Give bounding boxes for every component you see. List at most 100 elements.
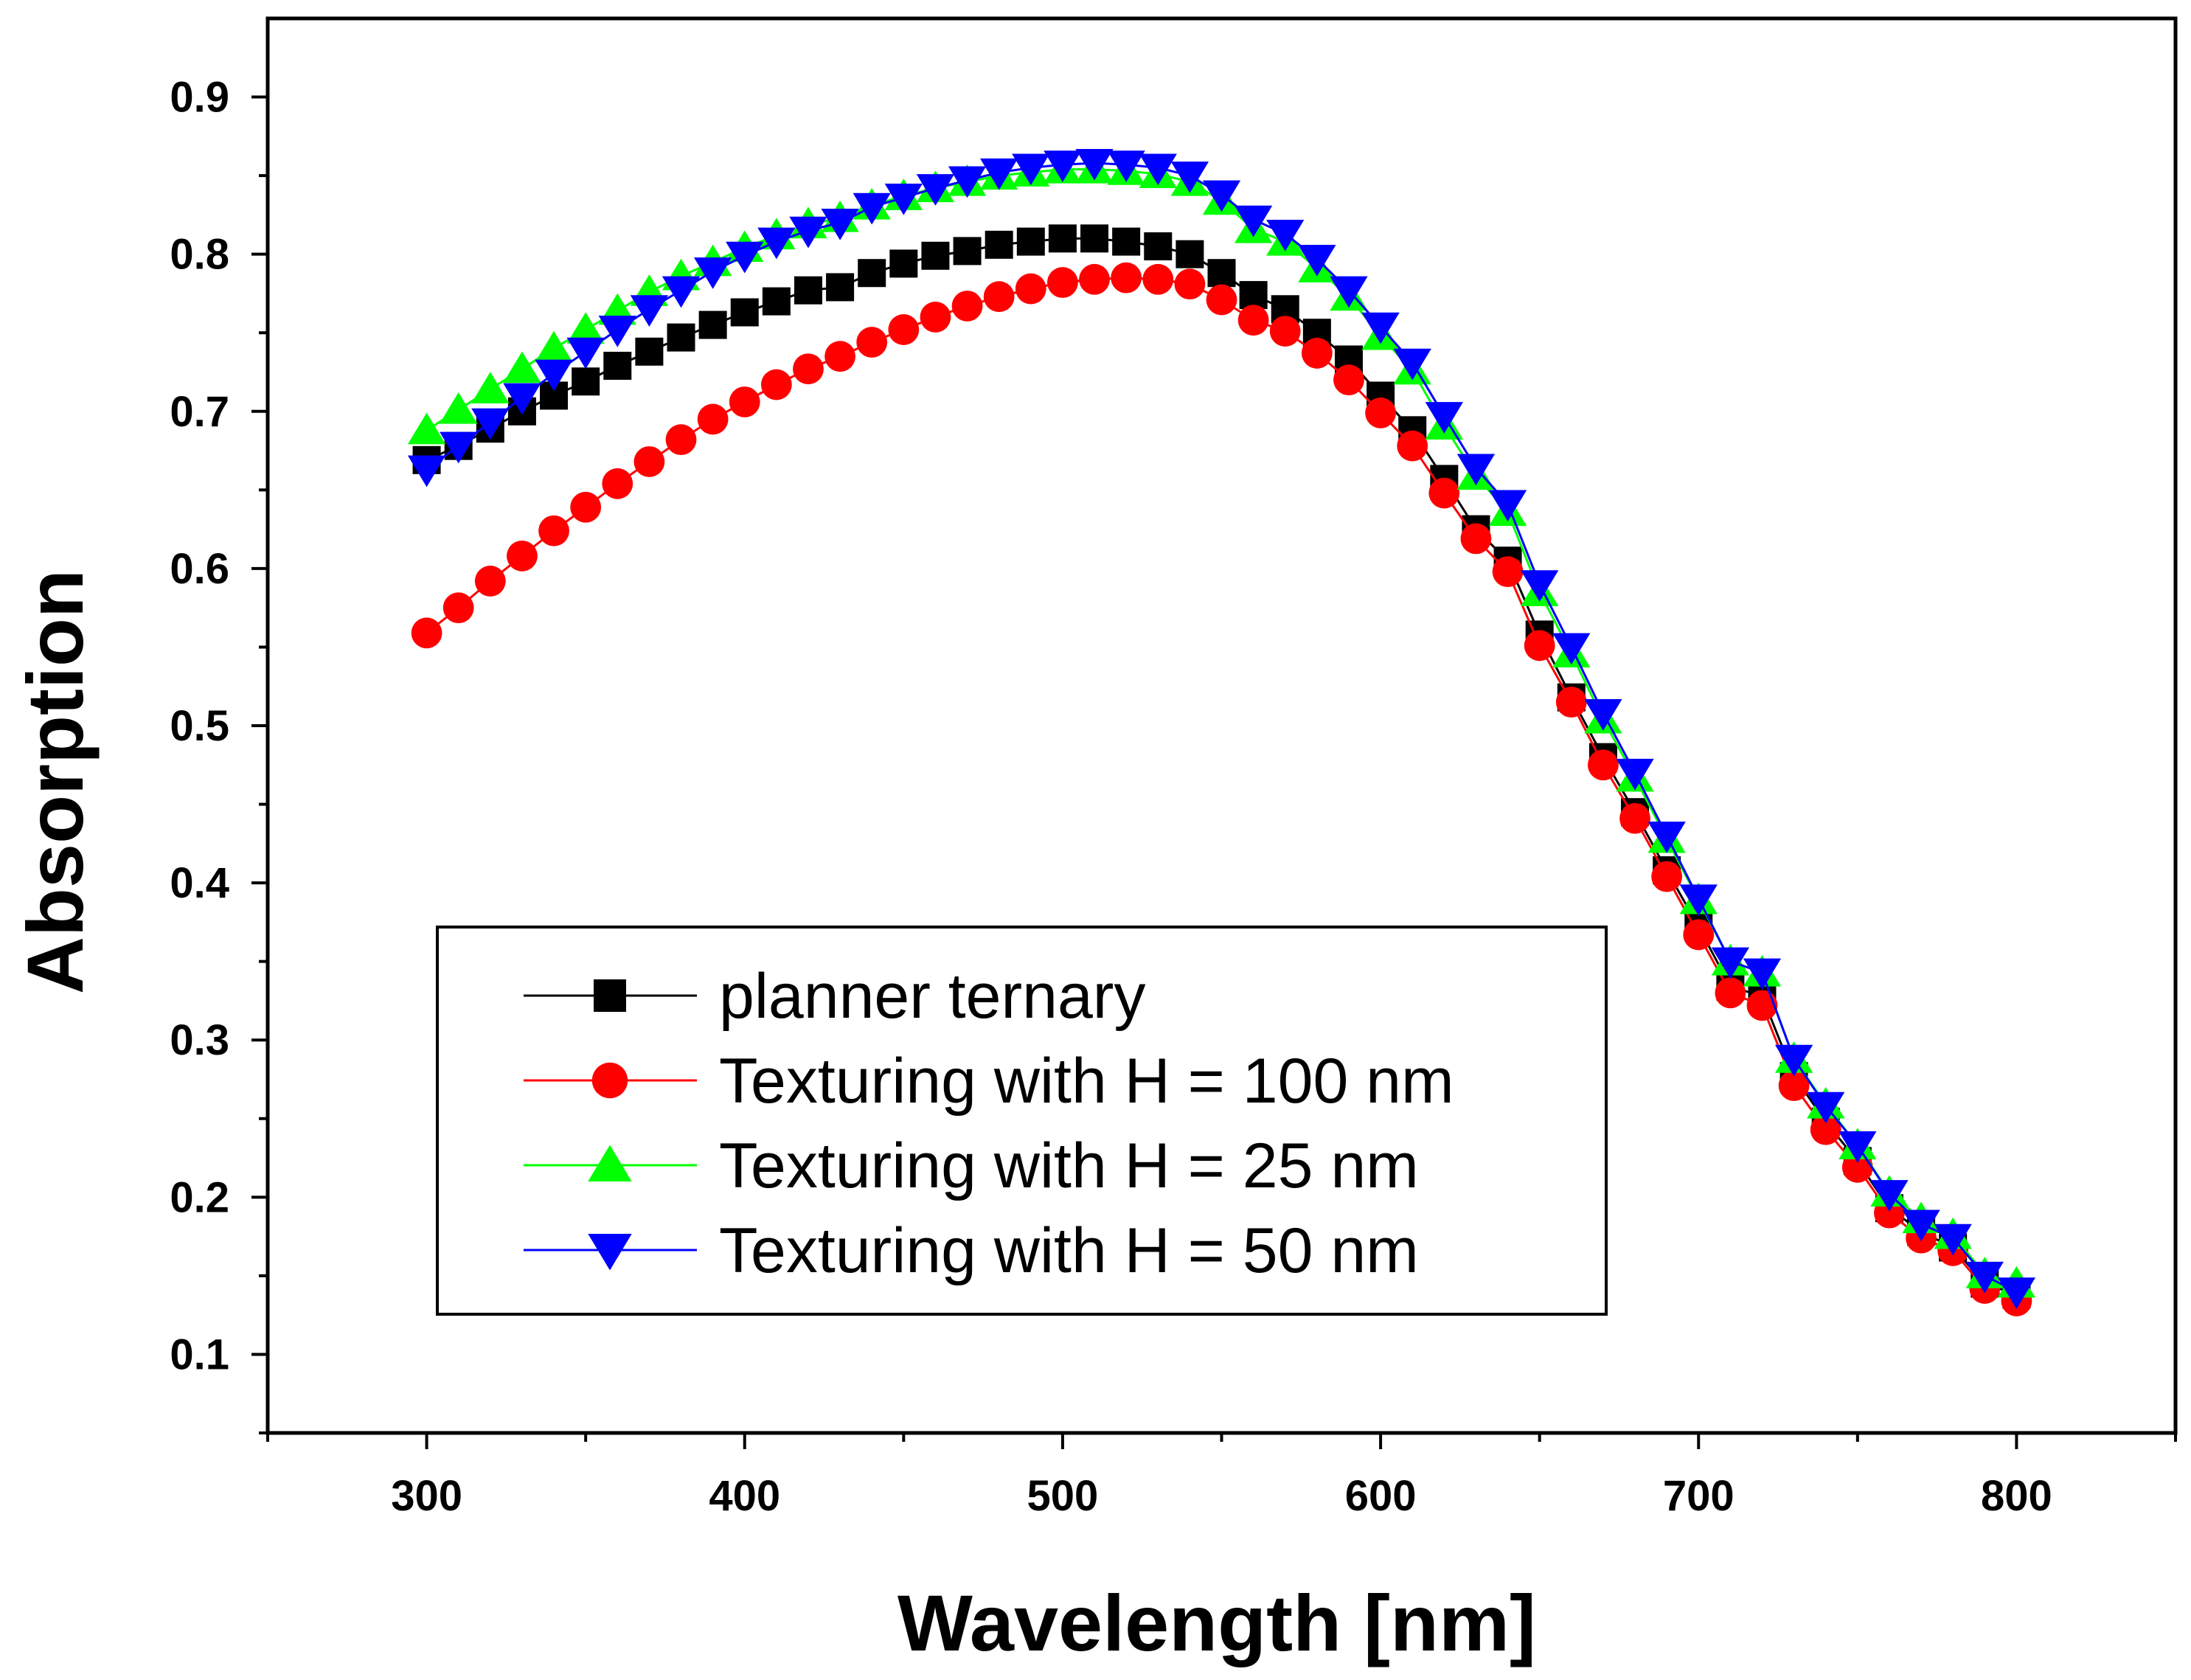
- data-point: [503, 351, 541, 383]
- data-point: [826, 273, 855, 302]
- data-point: [856, 327, 888, 358]
- data-point: [662, 276, 701, 308]
- data-point: [1460, 523, 1492, 555]
- data-point: [407, 455, 446, 487]
- data-point: [442, 592, 474, 624]
- series-3: [407, 149, 2036, 1309]
- data-point: [1838, 1131, 1877, 1163]
- data-point: [730, 298, 759, 327]
- data-point: [440, 431, 478, 464]
- data-point: [983, 281, 1015, 313]
- data-point: [1619, 802, 1650, 834]
- data-point: [411, 617, 442, 649]
- data-point: [1361, 312, 1400, 344]
- data-point: [503, 383, 541, 415]
- data-point: [1012, 153, 1050, 186]
- data-point: [570, 491, 602, 523]
- data-point: [1746, 990, 1778, 1021]
- data-point: [1234, 205, 1273, 237]
- data-point: [985, 230, 1013, 259]
- data-point: [726, 241, 764, 274]
- data-point: [1080, 224, 1109, 253]
- y-tick-label: 0.6: [170, 545, 229, 593]
- data-point: [793, 353, 824, 385]
- data-point: [1456, 454, 1496, 486]
- data-point: [1588, 749, 1619, 781]
- data-point: [407, 412, 446, 445]
- data-point: [1425, 402, 1463, 434]
- data-point: [538, 515, 569, 546]
- data-point: [1139, 153, 1177, 186]
- data-point: [566, 337, 605, 369]
- data-point: [1301, 338, 1333, 369]
- x-axis-title: Wavelength [nm]: [897, 1578, 1536, 1667]
- data-point: [794, 276, 822, 305]
- data-point: [1683, 919, 1715, 951]
- data-point: [760, 369, 792, 400]
- data-point: [1902, 1209, 1940, 1242]
- y-tick-label: 0.7: [170, 388, 229, 436]
- y-tick-label: 0.5: [170, 702, 229, 750]
- data-point: [602, 468, 633, 499]
- data-point: [1044, 150, 1082, 182]
- data-point: [1492, 556, 1524, 588]
- data-point: [693, 257, 732, 289]
- data-point: [1711, 947, 1750, 979]
- x-tick-label: 500: [1027, 1472, 1099, 1520]
- data-point: [1298, 245, 1336, 277]
- data-point: [980, 158, 1018, 190]
- data-point: [1079, 263, 1110, 295]
- y-tick-label: 0.9: [170, 74, 229, 122]
- legend-label: Texturing with H = 25 nm: [719, 1131, 1419, 1201]
- data-point: [1144, 232, 1173, 261]
- data-point: [1428, 477, 1460, 509]
- legend-marker: [588, 1145, 632, 1181]
- data-point: [474, 566, 506, 597]
- data-point: [1555, 687, 1587, 718]
- data-point: [471, 372, 510, 403]
- axes: 300 400 500 600 700 800 0.1 0.2 0.3 0.4 0.5 0.6 0.7 0…: [170, 74, 2177, 1520]
- data-point: [916, 174, 955, 206]
- data-point: [1397, 430, 1428, 462]
- data-point: [1015, 273, 1046, 305]
- data-point: [1647, 822, 1686, 853]
- y-tick-label: 0.8: [170, 231, 229, 279]
- data-point: [1743, 958, 1782, 990]
- y-tick-label: 0.1: [170, 1330, 229, 1378]
- data-point: [921, 241, 950, 270]
- data-point: [1206, 284, 1237, 316]
- data-point: [1111, 262, 1142, 294]
- data-point: [1239, 281, 1268, 310]
- data-point: [1774, 1044, 1813, 1077]
- data-point: [1142, 263, 1174, 295]
- legend-marker: [594, 979, 626, 1012]
- data-point: [1521, 570, 1559, 602]
- data-point: [1965, 1261, 2004, 1294]
- data-point: [951, 291, 983, 322]
- data-point: [1616, 758, 1654, 791]
- y-tick-label: 0.3: [170, 1016, 229, 1064]
- legend-label: Texturing with H = 100 nm: [719, 1046, 1454, 1117]
- data-point: [1715, 977, 1746, 1009]
- data-point: [1393, 348, 1431, 381]
- x-tick-label: 400: [709, 1472, 780, 1520]
- data-point: [1266, 219, 1305, 251]
- data-point: [884, 183, 923, 215]
- data-point: [698, 310, 727, 339]
- data-point: [665, 424, 697, 456]
- data-point: [853, 192, 891, 225]
- data-point: [1047, 267, 1078, 298]
- data-point: [633, 446, 665, 477]
- data-point: [948, 166, 987, 198]
- x-tick-label: 300: [391, 1472, 462, 1520]
- data-point: [1333, 364, 1364, 396]
- legend: planner ternary Texturing with H = 100 nm…: [436, 926, 1608, 1316]
- data-point: [920, 302, 951, 333]
- data-point: [535, 359, 573, 392]
- data-point: [1112, 227, 1141, 256]
- data-point: [1870, 1180, 1909, 1212]
- data-point: [667, 323, 695, 352]
- legend-label: Texturing with H = 50 nm: [719, 1215, 1419, 1286]
- data-point: [566, 312, 605, 344]
